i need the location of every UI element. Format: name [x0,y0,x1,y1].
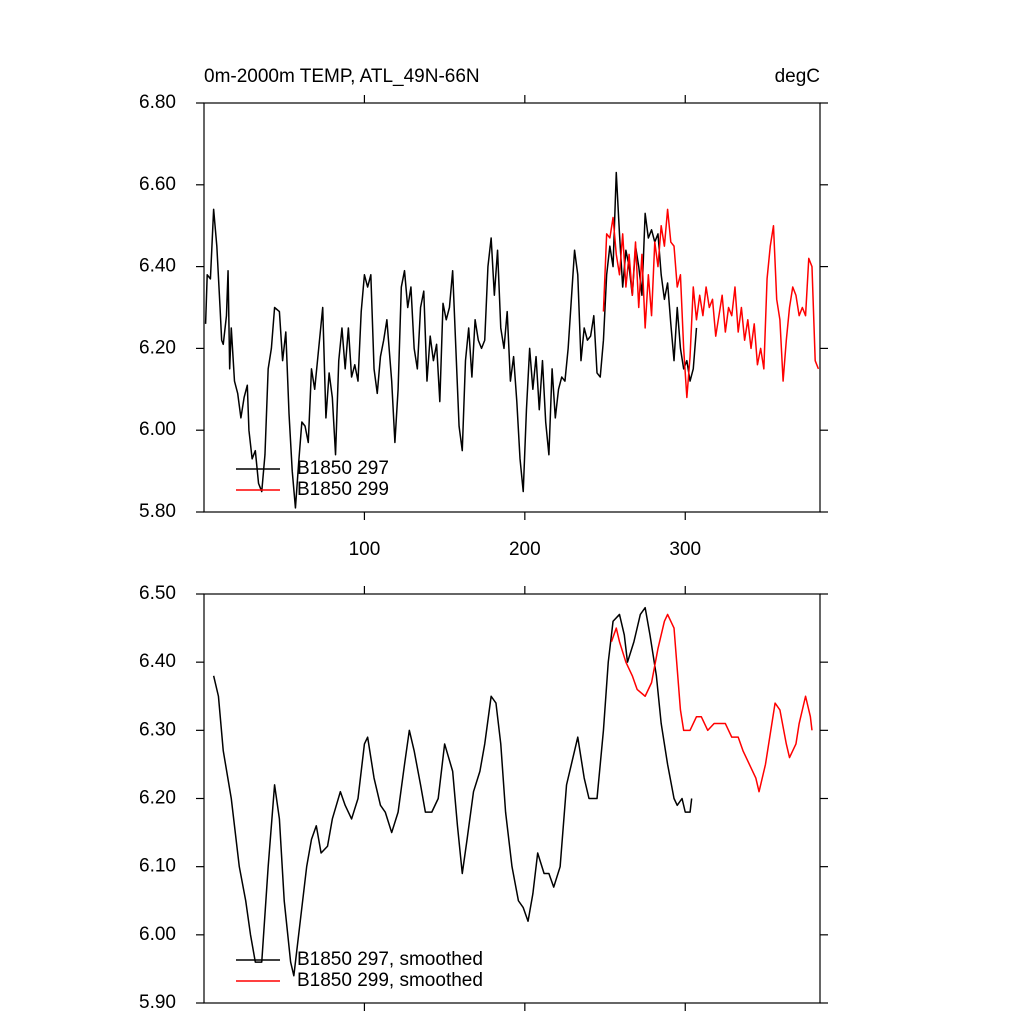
units-label: degC [775,66,820,87]
y-tick-label: 6.20 [139,337,176,358]
x-tick-label: 100 [349,539,381,560]
plot-frame [203,102,821,513]
y-tick-label: 5.80 [139,501,176,522]
x-tick-label: 200 [509,539,541,560]
data-line [204,171,698,509]
legend-label: B1850 297 [297,458,389,479]
y-tick-label: 6.30 [139,719,176,740]
data-line [212,606,693,977]
y-tick-label: 6.60 [139,174,176,195]
legend-label: B1850 299, smoothed [297,970,483,991]
y-tick-label: 6.00 [139,419,176,440]
y-tick-label: 6.10 [139,856,176,877]
y-tick-label: 6.40 [139,256,176,277]
chart-title: 0m-2000m TEMP, ATL_49N-66N [204,66,480,87]
x-tick-label: 300 [669,539,701,560]
data-line [602,208,820,399]
y-tick-label: 6.40 [139,651,176,672]
data-line [610,613,813,793]
legend-label: B1850 297, smoothed [297,949,483,970]
y-tick-label: 6.00 [139,924,176,945]
y-tick-label: 6.20 [139,788,176,809]
y-tick-label: 5.90 [139,992,176,1013]
plot-frame [203,593,821,1004]
legend-label: B1850 299 [297,479,389,500]
y-tick-label: 6.80 [139,92,176,113]
y-tick-label: 6.50 [139,583,176,604]
